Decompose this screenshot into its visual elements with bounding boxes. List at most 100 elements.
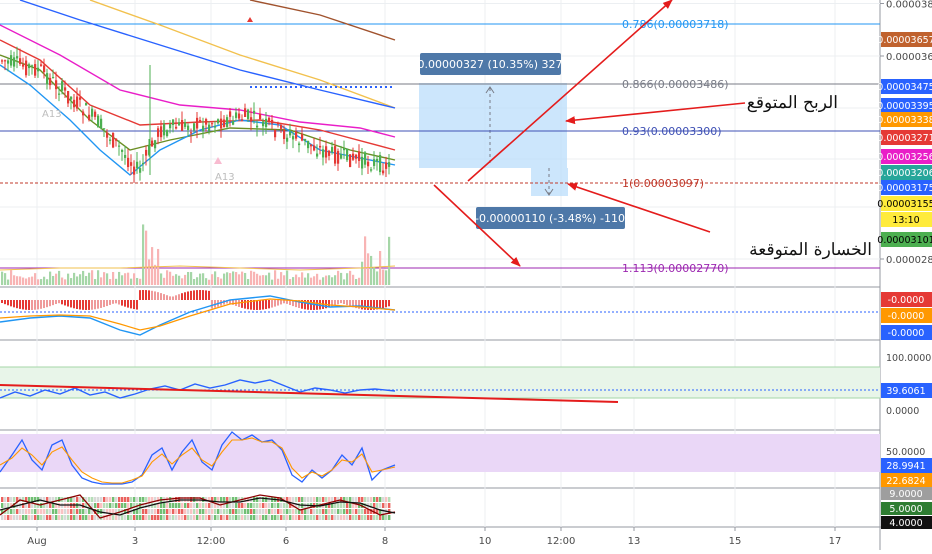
candle	[295, 131, 298, 139]
candle	[337, 150, 340, 164]
indicator-axis: -0.0000 -0.0000 -0.0000 100.0000 39.6061 0.00…	[881, 292, 932, 529]
candle	[220, 118, 223, 129]
candle	[376, 158, 379, 162]
candle	[367, 161, 370, 167]
candle	[292, 136, 295, 140]
candle	[154, 140, 157, 149]
candle	[274, 129, 277, 138]
candle	[385, 162, 388, 169]
candle	[241, 119, 244, 121]
candle	[340, 154, 343, 159]
rsi-axis-2: 0.0000	[886, 406, 919, 417]
time-label-5: 10	[479, 536, 492, 547]
candle	[112, 132, 115, 148]
candle	[388, 162, 391, 167]
stoch-d	[0, 437, 396, 484]
macd-tag-0: -0.0000	[888, 295, 925, 306]
time-label-8: 15	[729, 536, 742, 547]
candle	[193, 123, 196, 131]
candle	[286, 137, 289, 142]
candle	[190, 132, 193, 134]
candle	[163, 123, 166, 136]
candle	[142, 162, 145, 165]
candle	[253, 110, 256, 114]
time-label-9: 17	[829, 536, 842, 547]
marker-a13-1: A13	[42, 109, 62, 120]
time-axis[interactable]: Aug 3 12:00 6 8 10 12:00 13 15 17	[27, 527, 841, 547]
candle	[358, 151, 361, 161]
candle	[118, 145, 121, 147]
fib-label-4: 1.113(0.00002770)	[622, 262, 729, 275]
candlestick-series	[1, 46, 391, 183]
macd-pane	[1, 290, 390, 310]
candle	[298, 143, 301, 146]
price-tags: 0.00003657 0.00003475 0.00003395 0.00003338…	[877, 32, 932, 247]
candle	[91, 108, 94, 117]
candle	[10, 55, 13, 66]
candle	[70, 96, 73, 100]
candle	[82, 111, 85, 116]
candle	[334, 146, 337, 164]
candle	[355, 154, 358, 159]
price-tag-0: 0.00003657	[877, 35, 932, 46]
candle	[283, 129, 286, 140]
candle	[127, 157, 130, 168]
candle	[232, 121, 235, 125]
candle	[166, 130, 169, 137]
candle	[343, 148, 346, 151]
time-label-4: 8	[382, 536, 388, 547]
loss-measure-label[interactable]: -0.00000110 (-3.48%) -110	[475, 207, 625, 229]
candle	[97, 115, 100, 128]
candle	[40, 64, 43, 66]
candle	[223, 119, 226, 127]
candle	[34, 64, 37, 76]
candle	[289, 131, 292, 136]
time-label-2: 12:00	[197, 536, 226, 547]
trend-line-rsi[interactable]	[0, 384, 619, 403]
candle	[316, 153, 319, 157]
candle	[370, 169, 373, 171]
price-tag-3: 0.00003338	[877, 115, 932, 126]
rsi-band	[0, 367, 880, 398]
candle	[46, 73, 49, 85]
candle	[373, 159, 376, 166]
candle	[217, 119, 220, 124]
candle	[148, 145, 151, 155]
candle	[259, 113, 262, 120]
candle	[43, 65, 46, 73]
candle	[55, 80, 58, 90]
candle	[28, 64, 31, 69]
ma-yellow	[89, 0, 396, 109]
candle	[325, 146, 328, 158]
candle	[133, 166, 136, 175]
candle	[247, 109, 250, 119]
candle	[328, 150, 331, 156]
wave-axis-2: 4.0000	[889, 518, 922, 529]
candle	[205, 119, 208, 125]
candle	[268, 117, 271, 122]
time-label-1: 3	[132, 536, 138, 547]
candle	[100, 118, 103, 129]
candle	[49, 77, 52, 86]
profit-zone[interactable]	[419, 83, 567, 168]
candle	[160, 126, 163, 138]
rsi-line	[0, 379, 396, 399]
macd-signal	[0, 298, 396, 331]
candle	[115, 138, 118, 141]
candle	[7, 60, 10, 64]
candle	[136, 161, 139, 169]
candle	[280, 124, 283, 129]
candle	[37, 67, 40, 72]
price-label-5: 0.00002800	[886, 255, 932, 266]
profit-measure-label[interactable]: 0.00000327 (10.35%) 327	[418, 53, 563, 75]
candle	[265, 118, 268, 127]
candle	[124, 154, 127, 158]
marker-a13-2: A13	[215, 172, 235, 183]
price-tag-6: 0.00003206	[877, 168, 932, 179]
candle	[214, 126, 217, 128]
candle	[271, 119, 274, 124]
stoch-band	[0, 434, 880, 472]
candle	[175, 126, 178, 129]
candle	[349, 154, 352, 167]
